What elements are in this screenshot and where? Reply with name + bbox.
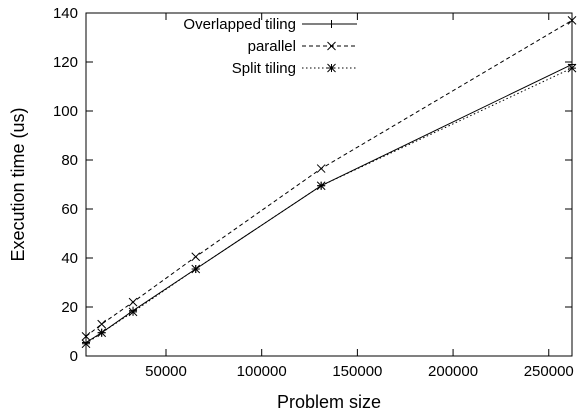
plot-frame xyxy=(85,12,573,357)
x-axis-label: Problem size xyxy=(277,392,381,412)
series-2 xyxy=(81,63,577,349)
y-tick-label: 0 xyxy=(70,348,78,365)
y-tick-label: 100 xyxy=(53,103,78,120)
y-tick-label: 20 xyxy=(61,299,78,316)
legend-label: Overlapped tiling xyxy=(183,16,296,33)
data-point xyxy=(316,164,326,173)
data-point xyxy=(128,307,138,317)
data-point xyxy=(316,181,326,191)
y-tick-label: 60 xyxy=(61,201,78,218)
x-tick-label: 250000 xyxy=(524,363,574,380)
y-tick-label: 40 xyxy=(61,250,78,267)
legend-label: Split tiling xyxy=(232,60,296,77)
legend-marker xyxy=(327,20,336,28)
legend-marker xyxy=(327,63,336,73)
data-point xyxy=(97,319,107,329)
legend: Overlapped tiling parallel Split tiling xyxy=(183,16,357,77)
y-axis-label: Execution time (us) xyxy=(8,107,28,261)
data-point xyxy=(191,264,201,274)
data-point xyxy=(191,252,201,262)
series-0 xyxy=(82,60,576,347)
series-1 xyxy=(81,15,577,341)
y-tick-label: 140 xyxy=(53,5,78,22)
x-tick-label: 50000 xyxy=(145,363,187,380)
data-point xyxy=(97,328,107,338)
axis-ticks: 0 20 40 60 80 100 120 140 50000 100000 150000 20000… xyxy=(53,5,574,380)
series-line xyxy=(85,67,573,345)
x-tick-label: 200000 xyxy=(428,363,478,380)
y-tick-label: 80 xyxy=(61,152,78,169)
legend-label: parallel xyxy=(248,38,296,55)
legend-marker xyxy=(327,41,336,51)
y-tick-label: 120 xyxy=(53,54,78,71)
x-tick-label: 100000 xyxy=(237,363,287,380)
data-point xyxy=(128,297,138,307)
x-tick-label: 150000 xyxy=(332,363,382,380)
series-line xyxy=(85,63,573,343)
